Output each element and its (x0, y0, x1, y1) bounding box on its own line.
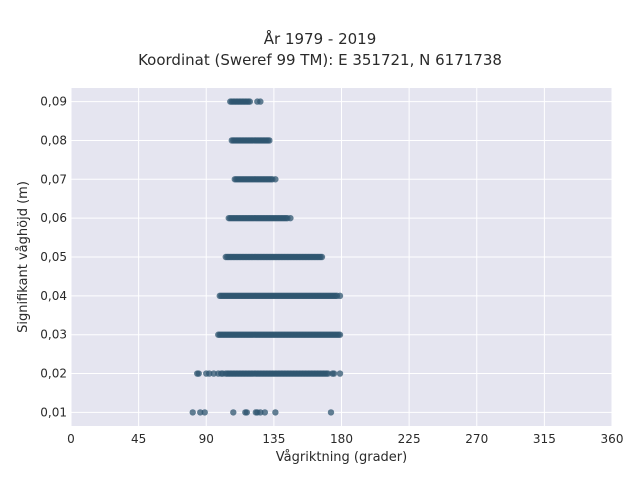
x-axis-label: Vågriktning (grader) (276, 450, 407, 465)
data-points (189, 98, 344, 416)
data-point (330, 370, 338, 377)
x-tick-label: 45 (131, 432, 146, 446)
y-tick-label: 0,07 (40, 172, 67, 186)
x-tick-label: 135 (262, 432, 285, 446)
x-tick-label: 0 (67, 432, 75, 446)
x-tick-label: 270 (465, 432, 488, 446)
y-tick-label: 0,06 (40, 211, 67, 225)
data-point (287, 214, 294, 222)
data-point (243, 409, 251, 416)
y-axis-label: Signifikant våghöjd (m) (16, 181, 31, 333)
data-point (336, 331, 344, 338)
y-tick-label: 0,09 (40, 95, 67, 109)
x-tick-label: 225 (398, 432, 421, 446)
x-tick-label: 90 (199, 432, 214, 446)
data-point (206, 370, 213, 377)
y-tick-label: 0,02 (40, 367, 67, 381)
data-point (266, 137, 273, 144)
data-point (195, 370, 202, 377)
data-point (272, 176, 279, 183)
x-tick-label: 315 (533, 432, 556, 446)
x-tick-label: 180 (330, 432, 353, 446)
data-point (327, 409, 335, 416)
chart-title: År 1979 - 2019 (263, 30, 377, 48)
data-point (257, 409, 264, 416)
data-point (336, 370, 344, 377)
data-point (261, 409, 269, 416)
data-point (189, 409, 196, 416)
data-point (230, 409, 237, 416)
y-axis-ticks: 0,01 0,02 0,03 0,04 0,05 0,06 0,07 0,08 0,09 (40, 95, 67, 420)
y-tick-label: 0,04 (40, 289, 67, 303)
x-axis-ticks: 0 45 90 135 180 225 270 315 360 (67, 432, 623, 446)
data-point (246, 98, 254, 105)
data-point (197, 409, 204, 416)
x-tick-label: 360 (601, 432, 624, 446)
y-gridlines (71, 101, 612, 413)
data-point (210, 370, 217, 377)
data-point (324, 370, 332, 377)
data-point (272, 409, 279, 416)
data-point (318, 253, 326, 261)
y-tick-label: 0,03 (40, 328, 67, 342)
data-point (257, 98, 264, 105)
chart-subtitle: Koordinat (Sweref 99 TM): E 351721, N 61… (138, 51, 502, 69)
y-tick-label: 0,05 (40, 250, 67, 264)
y-tick-label: 0,08 (40, 133, 67, 147)
data-point (336, 292, 344, 300)
data-point (201, 409, 208, 416)
y-tick-label: 0,01 (40, 405, 67, 419)
